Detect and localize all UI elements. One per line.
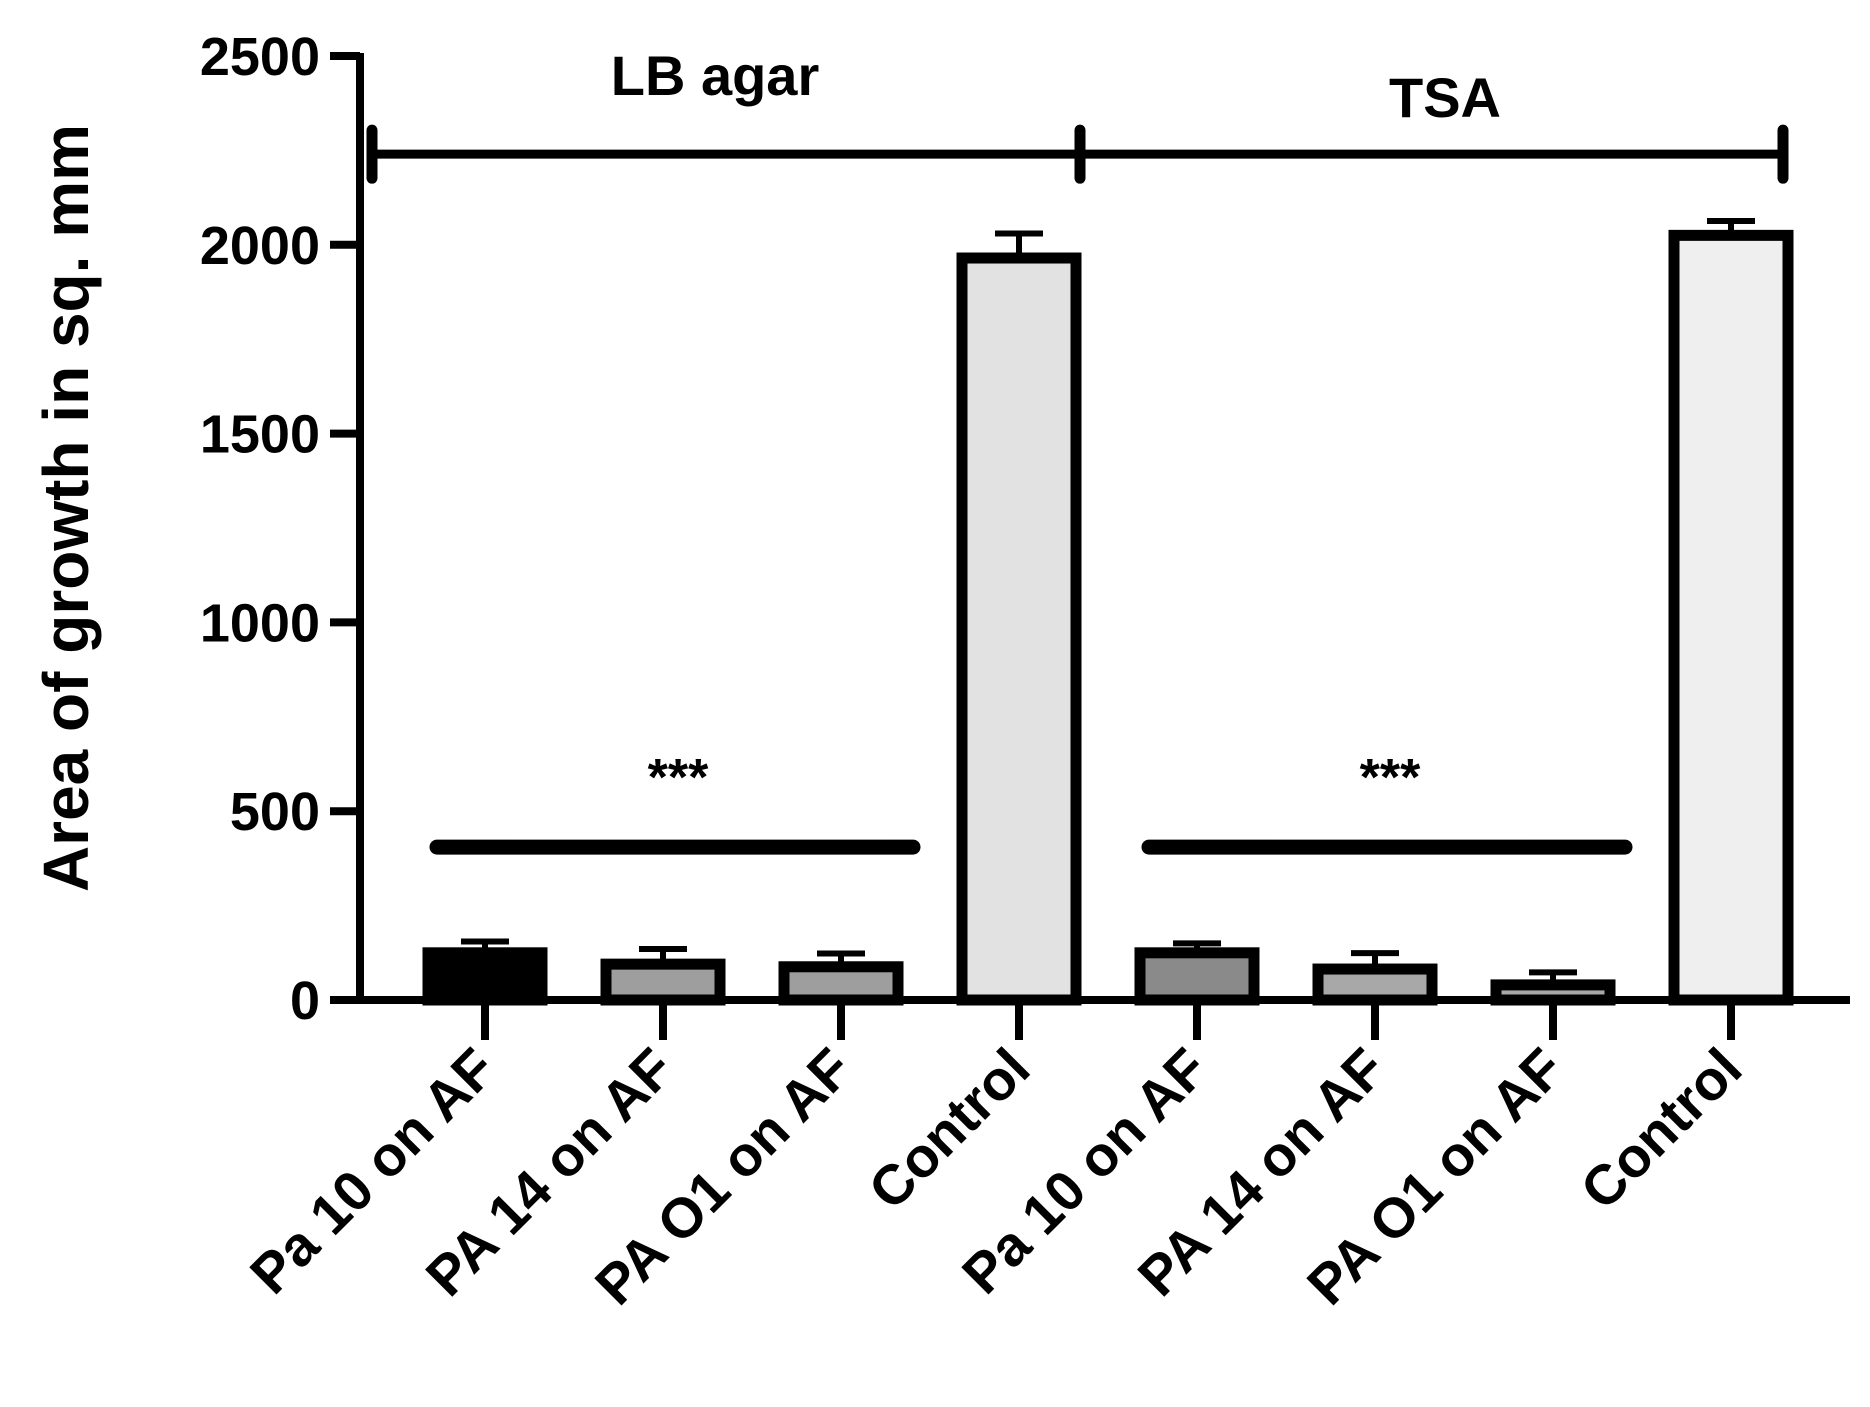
bar-3: [784, 967, 898, 1000]
bar-2: [606, 964, 720, 1000]
bar-5: [1140, 953, 1254, 1000]
group-label: TSA: [1389, 66, 1501, 129]
y-tick-label: 2000: [200, 216, 320, 276]
chart: Area of growth in sq. mm 0 500 1000 1500 200…: [0, 0, 1870, 1407]
group-label: LB agar: [611, 44, 820, 107]
y-tick-label: 500: [230, 782, 320, 842]
bar-8: [1674, 235, 1788, 1000]
significance-label: ***: [1360, 749, 1421, 807]
significance-label: ***: [648, 749, 709, 807]
y-tick-label: 1000: [200, 593, 320, 653]
bar-1: [428, 953, 542, 1000]
bar-7: [1496, 985, 1610, 1000]
bar-6: [1318, 969, 1432, 1000]
bar-chart: Area of growth in sq. mm 0 500 1000 1500 200…: [0, 0, 1870, 1407]
y-tick-label: 2500: [200, 27, 320, 87]
bar-4: [962, 258, 1076, 1000]
y-axis-title: Area of growth in sq. mm: [30, 124, 102, 892]
x-tick-label: Control: [1568, 1036, 1753, 1221]
x-tick-label: Control: [856, 1036, 1041, 1221]
y-tick-label: 0: [290, 971, 320, 1031]
y-tick-label: 1500: [200, 405, 320, 465]
